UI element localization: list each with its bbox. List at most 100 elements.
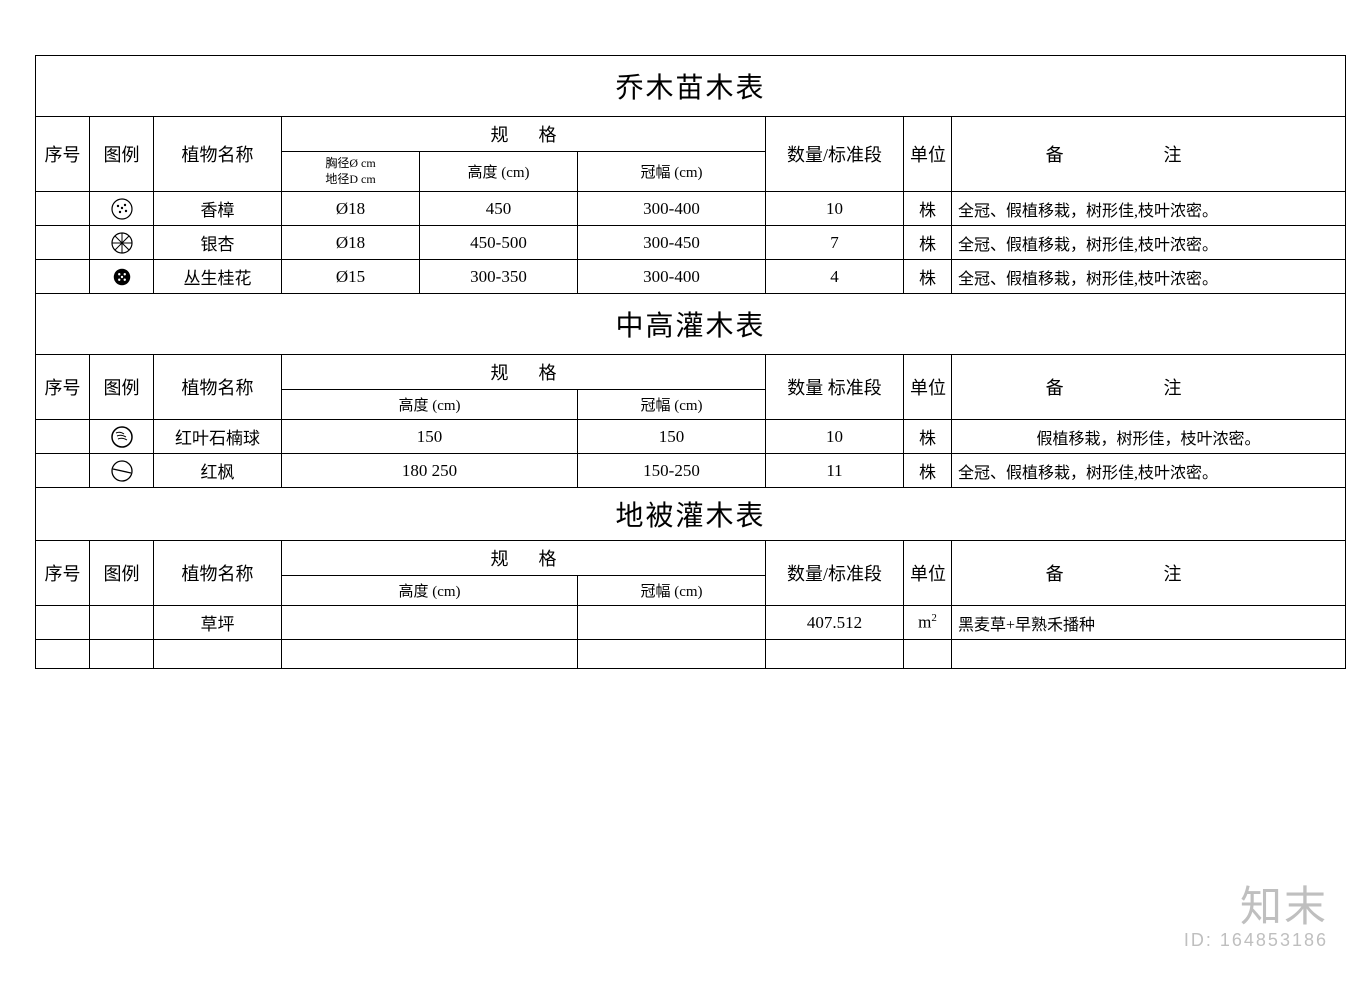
cell-unit: m2 (904, 606, 952, 640)
hdr-unit: 单位 (904, 541, 952, 606)
cell-remark (952, 640, 1346, 669)
section3-title: 地被灌木表 (36, 488, 1346, 541)
cell-height (282, 640, 578, 669)
hdr-crown: 冠幅 (cm) (578, 390, 766, 420)
page-root: 乔木苗木表 序号 图例 植物名称 规格 数量/标准段 单位 备注 胸径Ø cm地… (0, 0, 1348, 991)
cell-legend (90, 606, 154, 640)
hdr-name: 植物名称 (154, 541, 282, 606)
cell-remark: 假植移栽，树形佳，枝叶浓密。 (952, 420, 1346, 454)
cell-seq (36, 192, 90, 226)
hdr-seq: 序号 (36, 117, 90, 192)
cell-seq (36, 640, 90, 669)
cell-seq (36, 454, 90, 488)
cell-seq (36, 420, 90, 454)
cell-seq (36, 606, 90, 640)
hdr-remark: 备注 (952, 117, 1346, 192)
cell-remark: 全冠、假植移栽，树形佳,枝叶浓密。 (952, 454, 1346, 488)
hdr-legend: 图例 (90, 117, 154, 192)
table-row: 银杏 Ø18 450-500 300-450 7 株 全冠、假植移栽，树形佳,枝… (36, 226, 1346, 260)
cell-crown (578, 640, 766, 669)
hdr-diam: 胸径Ø cm地径D cm (282, 152, 420, 192)
watermark-brand: 知末 (1184, 886, 1328, 928)
cell-qty: 10 (766, 192, 904, 226)
hdr-qty: 数量/标准段 (766, 117, 904, 192)
section1-header-row1: 序号 图例 植物名称 规格 数量/标准段 单位 备注 (36, 117, 1346, 152)
cell-qty: 407.512 (766, 606, 904, 640)
hdr-crown: 冠幅 (cm) (578, 576, 766, 606)
section2-header-row1: 序号 图例 植物名称 规格 数量 标准段 单位 备注 (36, 355, 1346, 390)
cell-diam: Ø18 (282, 192, 420, 226)
cell-height (282, 606, 578, 640)
cell-unit: 株 (904, 420, 952, 454)
cell-height: 150 (282, 420, 578, 454)
plant-tables: 乔木苗木表 序号 图例 植物名称 规格 数量/标准段 单位 备注 胸径Ø cm地… (35, 55, 1346, 669)
hdr-legend: 图例 (90, 355, 154, 420)
hdr-height: 高度 (cm) (420, 152, 578, 192)
cell-unit: 株 (904, 260, 952, 294)
cell-seq (36, 226, 90, 260)
table-row: 香樟 Ø18 450 300-400 10 株 全冠、假植移栽，树形佳,枝叶浓密… (36, 192, 1346, 226)
cell-unit: 株 (904, 226, 952, 260)
cell-seq (36, 260, 90, 294)
cell-remark: 全冠、假植移栽，树形佳,枝叶浓密。 (952, 260, 1346, 294)
cell-qty (766, 640, 904, 669)
hdr-qty: 数量 标准段 (766, 355, 904, 420)
cell-diam: Ø15 (282, 260, 420, 294)
hdr-height: 高度 (cm) (282, 390, 578, 420)
cell-remark: 全冠、假植移栽，树形佳,枝叶浓密。 (952, 226, 1346, 260)
cell-crown: 300-400 (578, 192, 766, 226)
watermark: 知末 ID: 164853186 (1184, 886, 1328, 951)
cell-unit: 株 (904, 192, 952, 226)
hdr-seq: 序号 (36, 355, 90, 420)
hdr-legend: 图例 (90, 541, 154, 606)
cell-name: 香樟 (154, 192, 282, 226)
table-row: 红叶石楠球 150 150 10 株 假植移栽，树形佳，枝叶浓密。 (36, 420, 1346, 454)
cell-crown: 300-400 (578, 260, 766, 294)
table-row (36, 640, 1346, 669)
cell-crown: 300-450 (578, 226, 766, 260)
section1-title-row: 乔木苗木表 (36, 56, 1346, 117)
hdr-spec: 规格 (282, 117, 766, 152)
hdr-qty: 数量/标准段 (766, 541, 904, 606)
cell-name: 红枫 (154, 454, 282, 488)
hdr-crown: 冠幅 (cm) (578, 152, 766, 192)
cell-qty: 4 (766, 260, 904, 294)
hdr-remark: 备注 (952, 355, 1346, 420)
section2-title-row: 中高灌木表 (36, 294, 1346, 355)
legend-icon (90, 226, 154, 260)
cell-name: 银杏 (154, 226, 282, 260)
hdr-remark: 备注 (952, 541, 1346, 606)
hdr-unit: 单位 (904, 355, 952, 420)
table-row: 丛生桂花 Ø15 300-350 300-400 4 株 全冠、假植移栽，树形佳… (36, 260, 1346, 294)
hdr-spec: 规格 (282, 355, 766, 390)
cell-remark: 全冠、假植移栽，树形佳,枝叶浓密。 (952, 192, 1346, 226)
cell-diam: Ø18 (282, 226, 420, 260)
legend-icon (90, 420, 154, 454)
watermark-id: ID: 164853186 (1184, 930, 1328, 951)
cell-qty: 10 (766, 420, 904, 454)
hdr-seq: 序号 (36, 541, 90, 606)
cell-remark: 黑麦草+早熟禾播种 (952, 606, 1346, 640)
cell-name: 草坪 (154, 606, 282, 640)
section3-header-row1: 序号 图例 植物名称 规格 数量/标准段 单位 备注 (36, 541, 1346, 576)
section2-title: 中高灌木表 (36, 294, 1346, 355)
cell-height: 300-350 (420, 260, 578, 294)
cell-unit (904, 640, 952, 669)
cell-qty: 11 (766, 454, 904, 488)
hdr-spec: 规格 (282, 541, 766, 576)
cell-crown (578, 606, 766, 640)
cell-height: 450 (420, 192, 578, 226)
cell-name: 丛生桂花 (154, 260, 282, 294)
legend-icon (90, 260, 154, 294)
cell-height: 180 250 (282, 454, 578, 488)
legend-icon (90, 454, 154, 488)
table-row: 红枫 180 250 150-250 11 株 全冠、假植移栽，树形佳,枝叶浓密… (36, 454, 1346, 488)
cell-name: 红叶石楠球 (154, 420, 282, 454)
hdr-name: 植物名称 (154, 117, 282, 192)
cell-name (154, 640, 282, 669)
hdr-name: 植物名称 (154, 355, 282, 420)
legend-icon (90, 192, 154, 226)
cell-qty: 7 (766, 226, 904, 260)
section3-title-row: 地被灌木表 (36, 488, 1346, 541)
cell-crown: 150-250 (578, 454, 766, 488)
